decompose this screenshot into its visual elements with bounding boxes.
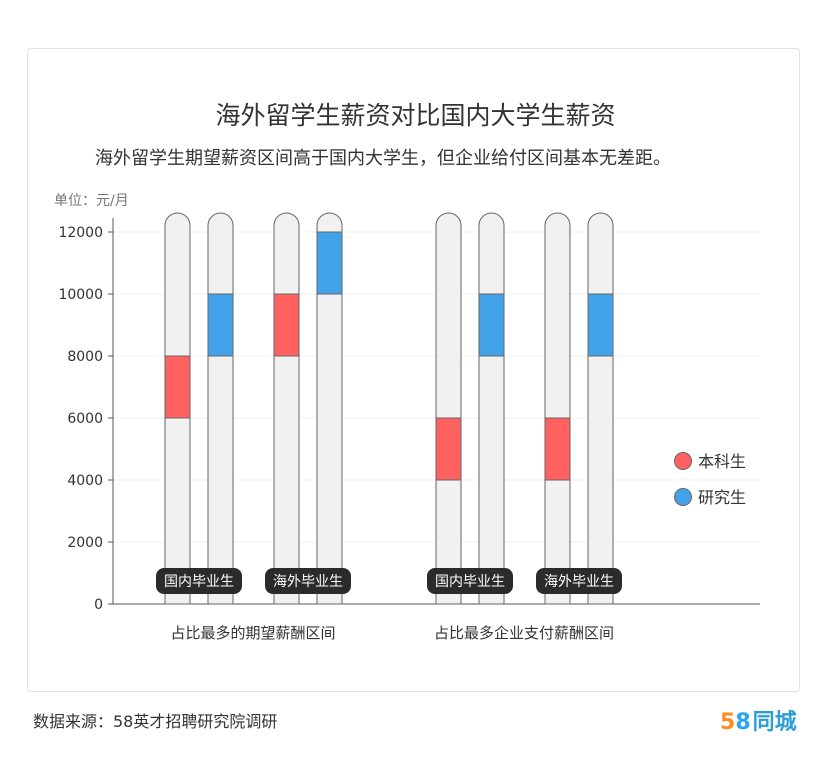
y-tick-label: 2000 bbox=[67, 535, 103, 551]
legend-label: 研究生 bbox=[698, 488, 746, 507]
group-label: 占比最多企业支付薪酬区间 bbox=[434, 624, 614, 642]
x-axis-labels: 占比最多的期望薪酬区间 占比最多企业支付薪酬区间 bbox=[170, 624, 614, 642]
subgroup-label: 国内毕业生 bbox=[164, 574, 234, 590]
y-tick-label: 12000 bbox=[58, 225, 103, 241]
subgroup-badge bbox=[536, 568, 622, 594]
subgroup-badge bbox=[427, 568, 513, 594]
legend-label: 本科生 bbox=[698, 452, 746, 471]
y-axis: 0 2000 4000 6000 8000 10000 12000 bbox=[58, 218, 760, 613]
bar-track bbox=[544, 212, 571, 605]
y-tick-label: 8000 bbox=[67, 349, 103, 365]
subgroup-label: 海外毕业生 bbox=[273, 574, 343, 590]
legend-swatch bbox=[674, 488, 692, 506]
range-bar bbox=[273, 293, 300, 357]
range-bar bbox=[316, 231, 343, 295]
subgroup-label: 国内毕业生 bbox=[435, 574, 505, 590]
subgroup-badge bbox=[156, 568, 242, 594]
bar-track bbox=[478, 212, 505, 605]
range-bar bbox=[207, 293, 234, 357]
range-bar bbox=[544, 417, 571, 481]
bar-track bbox=[587, 212, 614, 605]
logo-digit-5: 5 bbox=[720, 710, 736, 735]
group-label: 占比最多的期望薪酬区间 bbox=[170, 624, 335, 642]
unit-label: 单位：元/月 bbox=[54, 193, 129, 209]
logo-text: 同城 bbox=[752, 710, 797, 735]
legend-swatch bbox=[674, 452, 692, 470]
range-bar bbox=[587, 293, 614, 357]
range-bar bbox=[435, 417, 462, 481]
subgroup-badge bbox=[265, 568, 351, 594]
bars: 国内毕业生 海外毕业生 国内毕业生 海外毕业生 bbox=[156, 212, 622, 605]
y-tick-label: 10000 bbox=[58, 287, 103, 303]
range-bar bbox=[478, 293, 505, 357]
subgroup-label: 海外毕业生 bbox=[544, 574, 614, 590]
brand-logo: 58同城 bbox=[720, 704, 797, 736]
y-tick-label: 0 bbox=[94, 597, 103, 613]
chart-card bbox=[27, 48, 800, 692]
chart-title: 海外留学生薪资对比国内大学生薪资 bbox=[215, 101, 616, 130]
chart-subtitle: 海外留学生期望薪资区间高于国内大学生，但企业给付区间基本无差距。 bbox=[95, 148, 671, 169]
bar-track bbox=[316, 212, 343, 605]
y-tick-label: 4000 bbox=[67, 473, 103, 489]
bar-track bbox=[207, 212, 234, 605]
range-bar bbox=[164, 355, 191, 419]
data-source: 数据来源：58英才招聘研究院调研 bbox=[33, 712, 278, 731]
bar-track bbox=[435, 212, 462, 605]
bar-track bbox=[273, 212, 300, 605]
logo-digit-8: 8 bbox=[735, 710, 751, 735]
y-tick-label: 6000 bbox=[67, 411, 103, 427]
